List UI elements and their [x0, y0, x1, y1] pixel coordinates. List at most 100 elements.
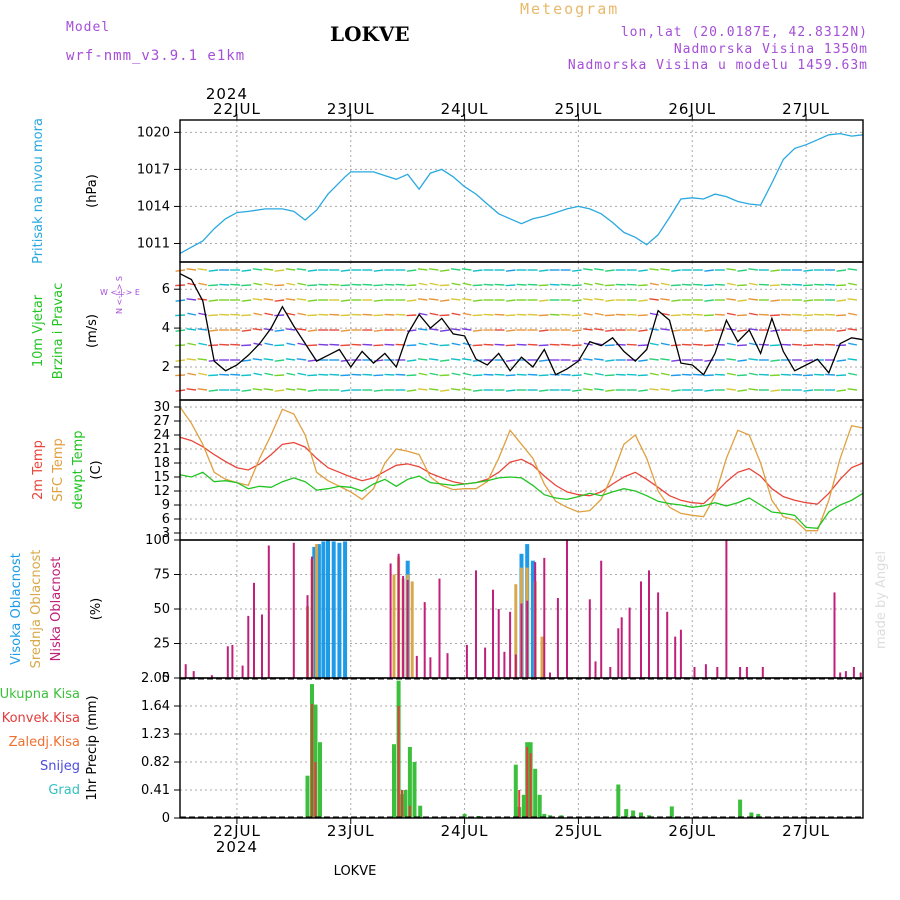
cloud-bar-niska-oblacnost — [640, 581, 642, 678]
wind-arrow — [351, 373, 362, 376]
series-line-sfc-temp — [179, 406, 864, 532]
wind-arrow — [594, 372, 604, 376]
cloud-bar-niska-oblacnost — [184, 664, 187, 678]
cloud-bar-niska-oblacnost — [261, 614, 263, 678]
temp-axis-title-3: dewpt Temp — [71, 430, 86, 509]
watermark-text: made by Angel — [874, 551, 889, 649]
cloud-bar-niska-oblacnost — [397, 553, 400, 678]
cloud-bar-niska-oblacnost — [543, 557, 546, 678]
wind-arrow — [792, 313, 802, 316]
cloud-bar-niska-oblacnost — [833, 592, 836, 678]
y-tick-label: 25 — [153, 637, 170, 652]
cloud-bar-niska-oblacnost — [210, 675, 213, 678]
wind-arrow — [297, 312, 307, 316]
cloud-bar-niska-oblacnost — [226, 646, 229, 678]
wind-arrow — [219, 283, 230, 286]
wind-arrow — [549, 283, 560, 286]
wind-arrow — [836, 314, 847, 317]
wind-arrow — [186, 328, 197, 331]
wind-arrow — [297, 342, 307, 346]
wind-arrow — [461, 298, 472, 301]
wind-arrow — [714, 283, 725, 286]
cloud-bar-niska-oblacnost — [549, 672, 551, 678]
wind-arrow — [825, 283, 835, 286]
precip-bar-ukupna-kisa — [616, 784, 621, 818]
wind-arrow — [670, 284, 681, 287]
precip-bar-ukupna-kisa — [407, 747, 412, 818]
wind-arrow — [253, 342, 263, 346]
precip-bar-ukupna-kisa — [537, 794, 542, 818]
wind-arrow — [318, 313, 329, 316]
precip-bar-ukupna-kisa — [418, 805, 423, 818]
cloud-bar-niska-oblacnost — [429, 657, 432, 678]
altitude-text: Nadmorska Visina 1350m — [673, 42, 868, 57]
wind-arrow — [506, 359, 516, 362]
precip-bar-konvekkisa — [314, 762, 317, 818]
precip-bar-ukupna-kisa — [738, 799, 743, 818]
wind-arrow — [571, 344, 582, 347]
wind-arrow — [803, 344, 813, 347]
wind-arrow — [362, 283, 373, 286]
wind-arrow — [307, 344, 318, 347]
year-label-top: 2024 — [206, 85, 248, 103]
wind-arrow — [671, 389, 681, 392]
cloud-bar-niska-oblacnost — [588, 599, 591, 678]
wind-arrow — [395, 373, 406, 376]
cloud-bar-visoka-oblacnost — [312, 546, 317, 678]
wind-arrow — [429, 312, 439, 316]
wind-arrow — [451, 312, 461, 316]
wind-arrow — [847, 298, 858, 301]
wind-arrow — [428, 268, 439, 271]
wind-arrow — [637, 374, 648, 377]
wind-arrow — [450, 358, 461, 361]
wind-arrow — [649, 328, 659, 331]
wind-arrow — [472, 269, 483, 272]
wind-arrow — [340, 389, 351, 392]
wind-arrow — [836, 344, 847, 347]
wind-arrow — [208, 389, 219, 392]
wind-arrow — [758, 313, 769, 316]
wind-arrow — [737, 329, 747, 332]
wind-axis-title: 10m Vjetar — [31, 294, 46, 367]
wind-arrow — [681, 373, 692, 376]
wind-arrow — [219, 343, 230, 346]
wind-arrow — [230, 283, 241, 286]
wind-arrow — [451, 342, 461, 346]
temp-axis-title-2: SFC Temp — [51, 438, 66, 502]
wind-arrow — [814, 283, 824, 286]
wind-arrow — [737, 299, 747, 302]
wind-arrow — [583, 282, 593, 286]
cloud-bar-niska-oblacnost — [704, 664, 707, 678]
precip-axis-title: 1hr Precip (mm) — [85, 695, 100, 800]
wind-arrow — [571, 314, 582, 317]
cloud-bar-niska-oblacnost — [725, 540, 728, 678]
y-tick-label: 0.82 — [141, 755, 170, 770]
wind-arrow — [572, 359, 582, 362]
wind-arrow — [307, 389, 318, 392]
precip-bar-konvekkisa — [526, 747, 529, 818]
wind-compass-label-ns: N <-|-> S — [115, 276, 124, 314]
day-label-top: 27JUL — [782, 100, 830, 118]
y-tick-label: 12 — [153, 484, 170, 499]
wind-arrow — [198, 372, 208, 376]
cloud-bar-niska-oblacnost — [492, 589, 494, 678]
wind-arrow — [726, 268, 736, 271]
day-label-bottom: 24JUL — [441, 822, 489, 840]
wind-arrow — [472, 314, 483, 317]
wind-arrow — [506, 299, 516, 302]
precip-bar-konvekkisa — [518, 790, 521, 818]
y-tick-label: 0.41 — [141, 783, 170, 798]
wind-arrow — [615, 283, 626, 286]
wind-arrow — [406, 314, 417, 317]
wind-arrow — [418, 342, 428, 346]
wind-arrow — [318, 373, 329, 376]
cloud-bar-niska-oblacnost — [609, 667, 612, 678]
wind-arrow — [461, 328, 472, 331]
cloud-axis-title-3: Niska Oblacnost — [49, 557, 64, 662]
cloud-bar-niska-oblacnost — [406, 580, 409, 678]
wind-arrow — [803, 374, 813, 377]
wind-arrow — [241, 284, 252, 287]
wind-arrow — [418, 312, 428, 316]
wind-arrow — [604, 374, 615, 377]
wind-arrow — [241, 299, 252, 302]
